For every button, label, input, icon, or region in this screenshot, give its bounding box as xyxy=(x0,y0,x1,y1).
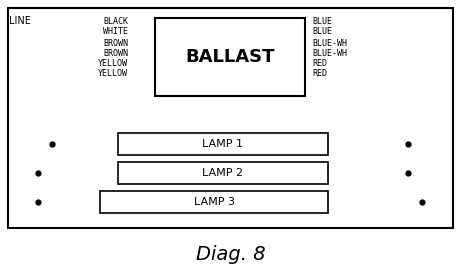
Text: WHITE: WHITE xyxy=(103,28,128,36)
Bar xyxy=(155,18,305,96)
Text: BROWN: BROWN xyxy=(103,49,128,59)
Text: YELLOW: YELLOW xyxy=(98,69,128,79)
Bar xyxy=(100,191,328,213)
Text: YELLOW: YELLOW xyxy=(98,59,128,69)
Text: LAMP 1: LAMP 1 xyxy=(202,139,243,149)
Text: BROWN: BROWN xyxy=(103,39,128,49)
Text: LAMP 2: LAMP 2 xyxy=(202,168,243,178)
Text: Diag. 8: Diag. 8 xyxy=(196,245,266,265)
Text: LAMP 3: LAMP 3 xyxy=(194,197,235,207)
Bar xyxy=(8,8,453,228)
Text: RED: RED xyxy=(312,59,327,69)
Text: BLUE: BLUE xyxy=(312,18,332,26)
Text: BLUE-WH: BLUE-WH xyxy=(312,39,347,49)
Text: BLUE-WH: BLUE-WH xyxy=(312,49,347,59)
Bar xyxy=(118,162,328,184)
Text: BLUE: BLUE xyxy=(312,28,332,36)
Text: RED: RED xyxy=(312,69,327,79)
Bar xyxy=(118,133,328,155)
Text: LINE: LINE xyxy=(9,16,31,26)
Text: BALLAST: BALLAST xyxy=(185,48,275,66)
Text: BLACK: BLACK xyxy=(103,18,128,26)
